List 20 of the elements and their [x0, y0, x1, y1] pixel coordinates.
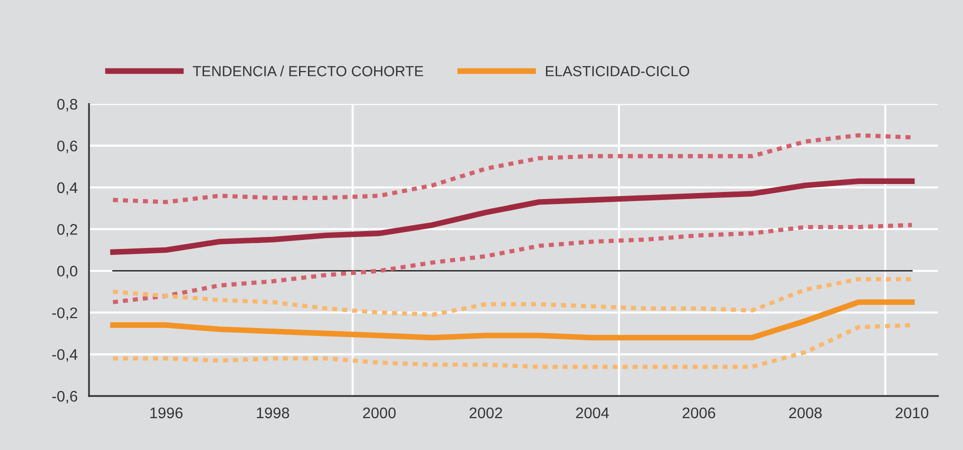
- x-tick-label: 2004: [576, 408, 609, 418]
- y-tick-label: -0,2: [52, 307, 78, 320]
- x-tick-label: 2008: [789, 408, 822, 418]
- legend-label: ELASTICIDAD-CICLO: [546, 66, 690, 76]
- x-tick-label: 2006: [682, 408, 716, 418]
- x-tick-label: 2002: [470, 408, 502, 418]
- legend-label: TENDENCIA / EFECTO COHORTE: [192, 66, 424, 76]
- x-tick-label: 1998: [256, 408, 290, 418]
- line-series: [110, 222, 914, 304]
- y-tick-label: 0,8: [57, 98, 78, 112]
- x-tick-label: 2000: [363, 408, 396, 418]
- line-series: [110, 277, 914, 317]
- x-tick-label: 2010: [896, 408, 928, 418]
- y-tick-label: 0,0: [57, 266, 78, 278]
- y-tick-label: 0,2: [57, 224, 78, 237]
- x-tick-label: 1996: [150, 408, 183, 418]
- y-tick-label: -0,6: [52, 390, 78, 404]
- y-tick-label: 0,4: [57, 182, 78, 195]
- y-tick-label: 0,6: [57, 140, 78, 154]
- y-tick-label: -0,4: [52, 349, 78, 362]
